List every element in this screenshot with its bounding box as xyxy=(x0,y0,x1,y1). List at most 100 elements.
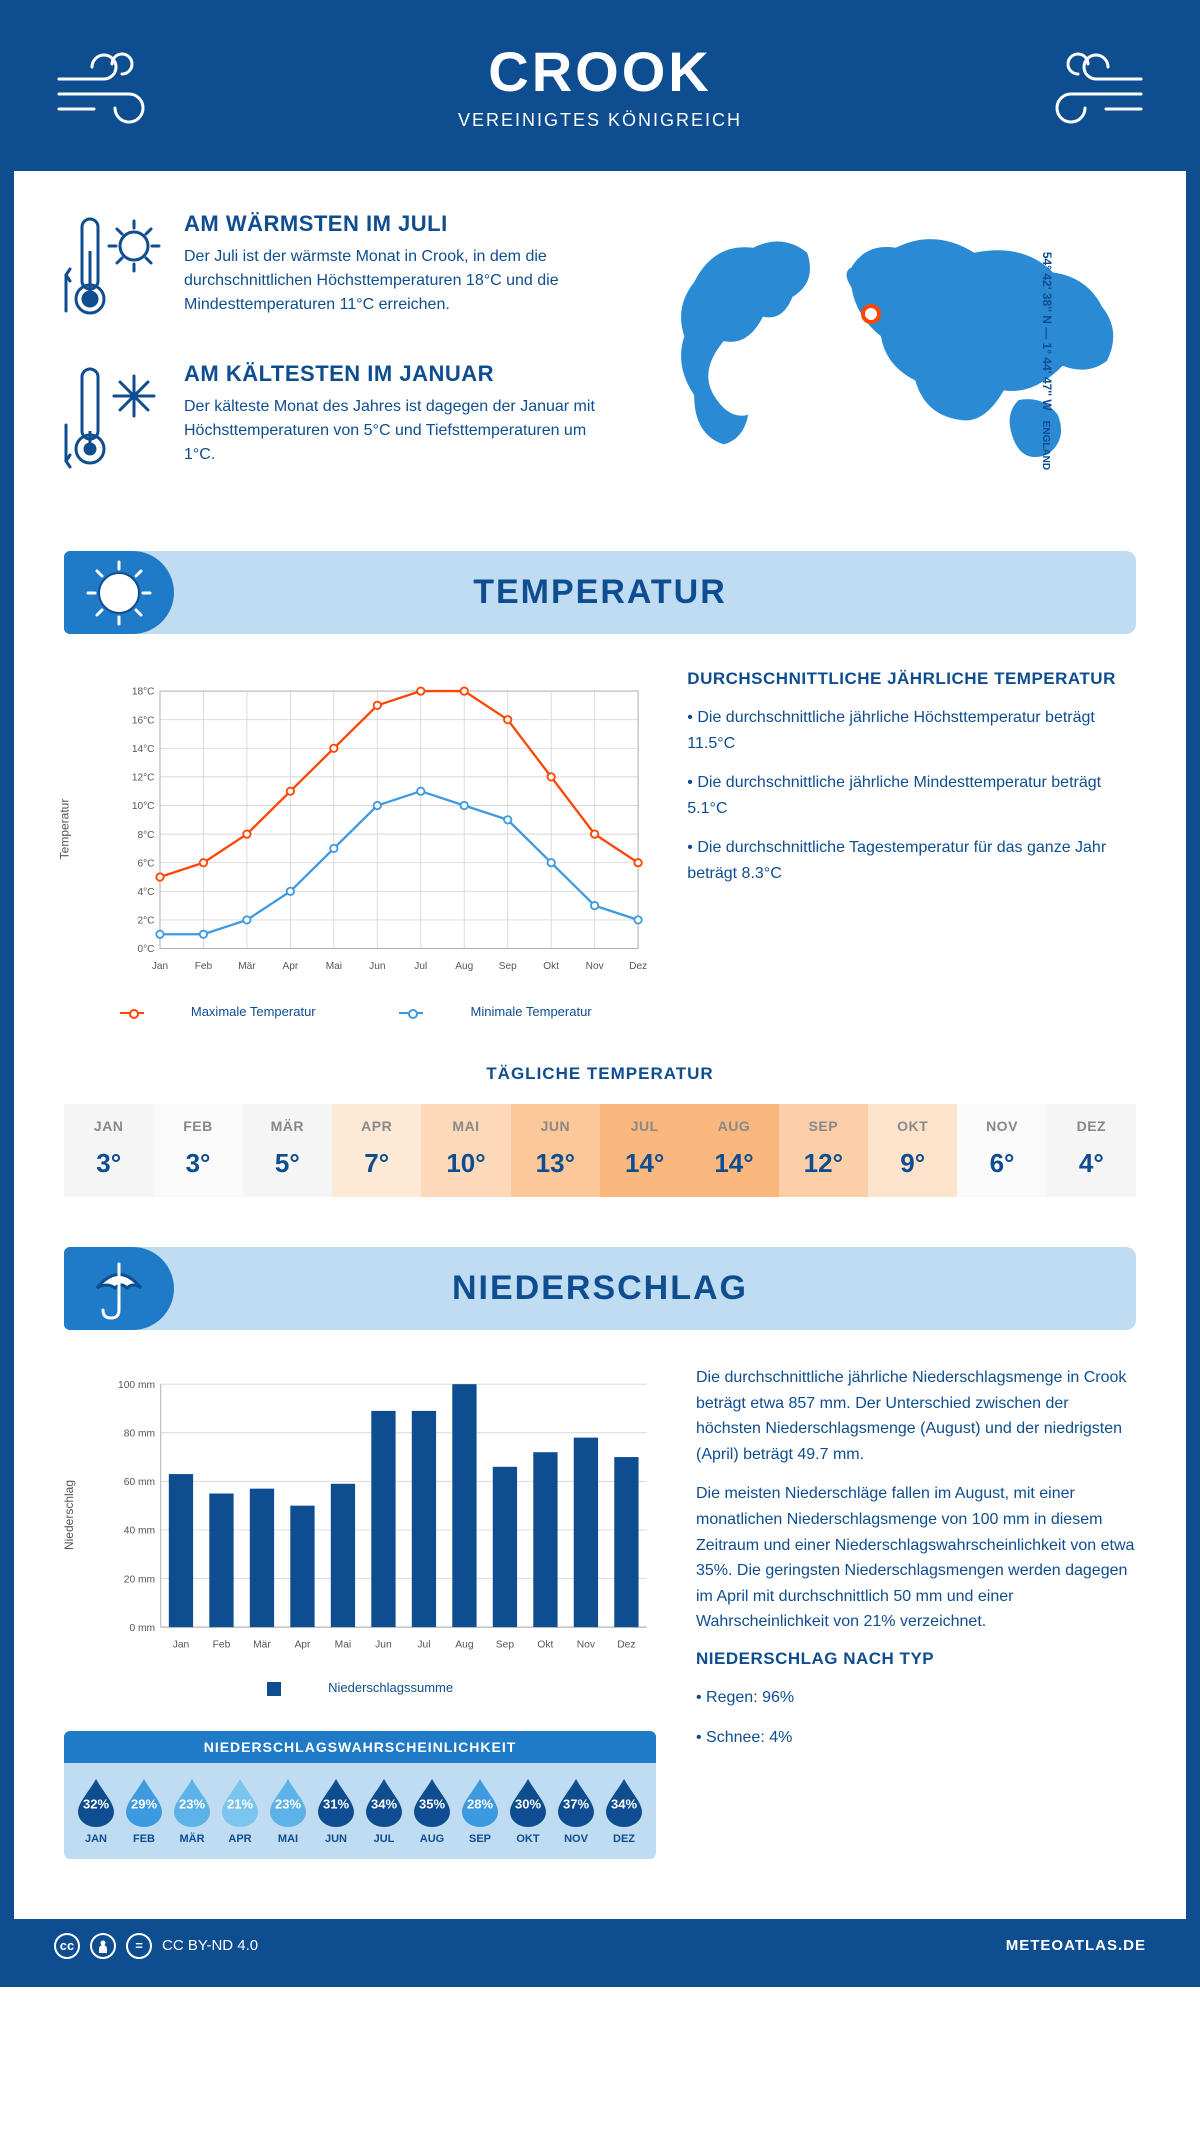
month-label: DEZ xyxy=(1047,1118,1136,1134)
daily-temp-cell: MAI10° xyxy=(421,1104,510,1197)
daily-temp-cell: OKT9° xyxy=(868,1104,957,1197)
umbrella-icon xyxy=(64,1247,174,1330)
bullet-item: Die durchschnittliche Tagestemperatur fü… xyxy=(687,835,1136,886)
drop-percentage: 23% xyxy=(275,1797,301,1812)
bullet-item: Die durchschnittliche jährliche Mindestt… xyxy=(687,770,1136,821)
warmest-title: AM WÄRMSTEN IM JULI xyxy=(184,211,605,237)
precip-type-title: NIEDERSCHLAG NACH TYP xyxy=(696,1649,1136,1669)
svg-text:0 mm: 0 mm xyxy=(129,1623,155,1634)
svg-text:Jun: Jun xyxy=(375,1640,392,1651)
daily-temp-cell: MÄR 5° xyxy=(243,1104,332,1197)
svg-text:Okt: Okt xyxy=(543,961,559,972)
sun-icon xyxy=(64,551,174,634)
daily-temp-cell: JAN3° xyxy=(64,1104,153,1197)
drop-percentage: 34% xyxy=(611,1797,637,1812)
temp-value: 5° xyxy=(243,1148,332,1179)
coordinates-label: 54° 42' 38'' N — 1° 44' 47'' W ENGLAND xyxy=(1040,252,1054,470)
raindrop-icon: 23% xyxy=(266,1777,310,1827)
month-label: SEP xyxy=(779,1118,868,1134)
precip-probability-box: NIEDERSCHLAGSWAHRSCHEINLICHKEIT 32% JAN … xyxy=(64,1731,656,1859)
drop-percentage: 34% xyxy=(371,1797,397,1812)
precipitation-section-header: NIEDERSCHLAG xyxy=(64,1247,1136,1330)
month-label: OKT xyxy=(868,1118,957,1134)
drop-cell: 34% DEZ xyxy=(602,1777,646,1845)
svg-text:Dez: Dez xyxy=(617,1640,635,1651)
temp-value: 3° xyxy=(64,1148,153,1179)
drop-month: MAI xyxy=(266,1833,310,1845)
temperature-summary: DURCHSCHNITTLICHE JÄHRLICHE TEMPERATUR D… xyxy=(687,669,1136,1034)
header: CROOK VEREINIGTES KÖNIGREICH xyxy=(14,14,1186,171)
svg-text:Sep: Sep xyxy=(499,961,517,972)
raindrop-icon: 37% xyxy=(554,1777,598,1827)
intro-section: AM WÄRMSTEN IM JULI Der Juli ist der wär… xyxy=(64,211,1136,511)
raindrop-icon: 29% xyxy=(122,1777,166,1827)
daily-temp-cell: DEZ 4° xyxy=(1047,1104,1136,1197)
precip-type-bullets: Regen: 96%Schnee: 4% xyxy=(696,1685,1136,1750)
temperature-row: Temperatur 0°C2°C4°C6°C8°C10°C12°C14°C16… xyxy=(64,669,1136,1034)
svg-text:40 mm: 40 mm xyxy=(124,1526,155,1537)
temp-value: 3° xyxy=(153,1148,242,1179)
city-name: CROOK xyxy=(54,39,1146,104)
svg-text:20 mm: 20 mm xyxy=(124,1574,155,1585)
nd-icon: = xyxy=(126,1933,152,1959)
drop-percentage: 29% xyxy=(131,1797,157,1812)
drop-percentage: 35% xyxy=(419,1797,445,1812)
raindrop-icon: 28% xyxy=(458,1777,502,1827)
world-map-icon xyxy=(645,211,1136,491)
daily-temp-cell: JUN13° xyxy=(511,1104,600,1197)
content: AM WÄRMSTEN IM JULI Der Juli ist der wär… xyxy=(14,171,1186,1919)
svg-text:12°C: 12°C xyxy=(132,773,155,784)
drop-month: JAN xyxy=(74,1833,118,1845)
svg-text:2°C: 2°C xyxy=(137,916,154,927)
svg-text:Apr: Apr xyxy=(283,961,299,972)
raindrop-icon: 35% xyxy=(410,1777,454,1827)
map-marker-icon xyxy=(861,304,881,324)
temp-value: 14° xyxy=(600,1148,689,1179)
country-name: VEREINIGTES KÖNIGREICH xyxy=(54,110,1146,131)
drop-month: APR xyxy=(218,1833,262,1845)
temp-value: 7° xyxy=(332,1148,421,1179)
precip-prob-title: NIEDERSCHLAGSWAHRSCHEINLICHKEIT xyxy=(64,1731,656,1763)
daily-temp-cell: FEB3° xyxy=(153,1104,242,1197)
svg-text:Nov: Nov xyxy=(577,1640,596,1651)
drop-month: JUN xyxy=(314,1833,358,1845)
precipitation-chart: Niederschlag 0 mm20 mm40 mm60 mm80 mm100… xyxy=(64,1365,656,1859)
svg-text:Feb: Feb xyxy=(213,1640,231,1651)
daily-temp-cell: JUL14° xyxy=(600,1104,689,1197)
temperature-section-header: TEMPERATUR xyxy=(64,551,1136,634)
svg-text:100 mm: 100 mm xyxy=(118,1380,155,1391)
raindrop-icon: 31% xyxy=(314,1777,358,1827)
svg-text:4°C: 4°C xyxy=(137,887,154,898)
drop-month: NOV xyxy=(554,1833,598,1845)
temp-value: 14° xyxy=(689,1148,778,1179)
svg-text:Okt: Okt xyxy=(537,1640,553,1651)
warmest-text: Der Juli ist der wärmste Monat in Crook,… xyxy=(184,245,605,317)
svg-text:Jul: Jul xyxy=(417,1640,430,1651)
drop-month: MÄR xyxy=(170,1833,214,1845)
month-label: MÄR xyxy=(243,1118,332,1134)
drop-percentage: 31% xyxy=(323,1797,349,1812)
map-column: 54° 42' 38'' N — 1° 44' 47'' W ENGLAND xyxy=(645,211,1136,511)
temp-value: 13° xyxy=(511,1148,600,1179)
temperature-title: TEMPERATUR xyxy=(64,573,1136,612)
daily-temp-cell: AUG 14° xyxy=(689,1104,778,1197)
temp-value: 4° xyxy=(1047,1148,1136,1179)
cc-icon: cc xyxy=(54,1933,80,1959)
svg-text:14°C: 14°C xyxy=(132,744,155,755)
svg-text:Mär: Mär xyxy=(253,1640,271,1651)
raindrop-icon: 23% xyxy=(170,1777,214,1827)
svg-text:Aug: Aug xyxy=(455,1640,474,1651)
drop-percentage: 37% xyxy=(563,1797,589,1812)
drop-percentage: 21% xyxy=(227,1797,253,1812)
bullet-item: Schnee: 4% xyxy=(696,1725,1136,1751)
month-label: AUG xyxy=(689,1118,778,1134)
drop-cell: 32% JAN xyxy=(74,1777,118,1845)
drop-percentage: 30% xyxy=(515,1797,541,1812)
temp-value: 12° xyxy=(779,1148,868,1179)
drop-month: SEP xyxy=(458,1833,502,1845)
precip-p2: Die meisten Niederschläge fallen im Augu… xyxy=(696,1481,1136,1635)
svg-text:Dez: Dez xyxy=(629,961,647,972)
svg-text:16°C: 16°C xyxy=(132,715,155,726)
drop-cell: 35% AUG xyxy=(410,1777,454,1845)
wind-icon xyxy=(54,44,174,134)
